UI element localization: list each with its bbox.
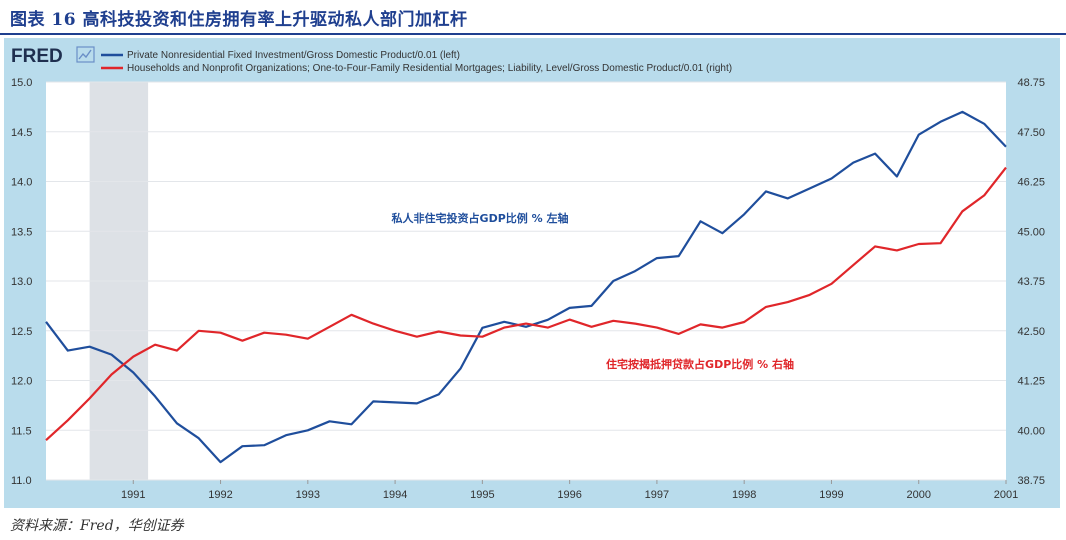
x-axis-tick-label: 1991 xyxy=(121,489,145,501)
right-axis-tick-label: 42.50 xyxy=(1017,326,1045,338)
right-axis-tick-label: 45.00 xyxy=(1017,226,1045,238)
left-axis-ticks: 11.0 11.5 12.0 12.5 13.0 13.5 14.0 14.5 15.0 xyxy=(11,77,32,487)
fred-logo[interactable]: FRED xyxy=(11,46,95,67)
right-axis-tick-label: 40.00 xyxy=(1017,425,1045,437)
left-axis-tick-label: 11.5 xyxy=(11,425,32,437)
x-axis-ticks: 1991 1992 1993 1994 1995 1996 1997 1998 1999 2000… xyxy=(121,480,1018,501)
right-axis-ticks: 38.75 40.00 41.25 42.50 43.75 45.00 46.25 47.50… xyxy=(1017,77,1045,487)
right-axis-tick-label: 46.25 xyxy=(1017,177,1045,189)
x-axis-tick-label: 2000 xyxy=(906,489,930,501)
x-axis-tick-label: 1997 xyxy=(645,489,669,501)
figure-title: 图表 16 高科技投资和住房拥有率上升驱动私人部门加杠杆 xyxy=(10,10,468,30)
left-axis-tick-label: 15.0 xyxy=(11,77,32,89)
x-axis-tick-label: 2001 xyxy=(994,489,1018,501)
left-axis-tick-label: 14.5 xyxy=(11,127,32,139)
x-axis-tick-label: 1992 xyxy=(208,489,232,501)
right-axis-tick-label: 47.50 xyxy=(1017,127,1045,139)
x-axis-tick-label: 1996 xyxy=(557,489,581,501)
series-layer xyxy=(45,110,1007,464)
x-axis-tick-label: 1994 xyxy=(383,489,407,501)
fred-logo-text: FRED xyxy=(11,46,63,67)
x-axis-tick-label: 1999 xyxy=(819,489,843,501)
left-axis-tick-label: 11.0 xyxy=(11,475,32,487)
chart-icon-line xyxy=(78,49,92,60)
right-axis-tick-label: 43.75 xyxy=(1017,276,1045,288)
annotation-left-series: 私人非住宅投资占GDP比例 % 左轴 xyxy=(392,211,569,225)
left-axis-tick-label: 12.0 xyxy=(11,376,32,388)
title-divider xyxy=(0,33,1066,35)
gridlines xyxy=(46,81,1006,481)
left-axis-tick-label: 14.0 xyxy=(11,177,32,189)
x-axis-tick-label: 1998 xyxy=(732,489,756,501)
series-line-investment xyxy=(45,110,1007,464)
x-axis-tick-label: 1995 xyxy=(470,489,494,501)
right-axis-tick-label: 48.75 xyxy=(1017,77,1045,89)
legend-label-right-series: Households and Nonprofit Organizations; … xyxy=(127,63,732,74)
legend-label-left-series: Private Nonresidential Fixed Investment/… xyxy=(127,50,460,61)
left-axis-tick-label: 12.5 xyxy=(11,326,32,338)
right-axis-tick-label: 41.25 xyxy=(1017,376,1045,388)
right-axis-tick-label: 38.75 xyxy=(1017,475,1045,487)
left-axis-tick-label: 13.5 xyxy=(11,226,32,238)
annotation-right-series: 住宅按揭抵押贷款占GDP比例 % 右轴 xyxy=(606,357,794,371)
left-axis-tick-label: 13.0 xyxy=(11,276,32,288)
x-axis-tick-label: 1993 xyxy=(296,489,320,501)
chart-icon xyxy=(76,46,95,63)
series-line-mortgage xyxy=(45,166,1007,442)
source-note: 资料来源：Fred，华创证券 xyxy=(10,518,184,534)
